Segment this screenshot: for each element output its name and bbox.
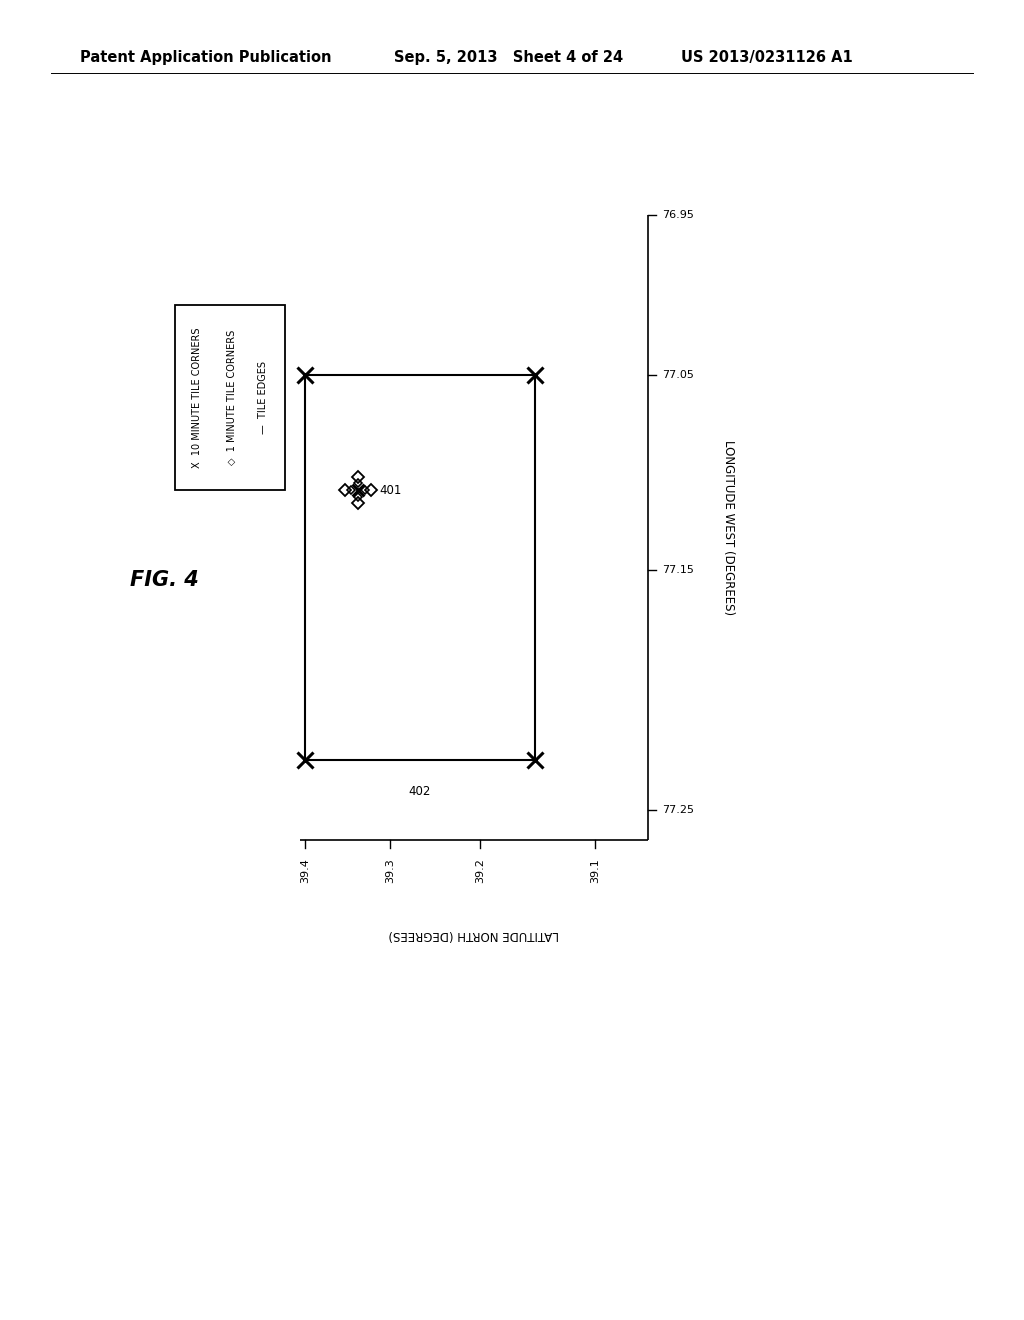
Text: 402: 402 (409, 785, 431, 799)
Text: FIG. 4: FIG. 4 (130, 570, 199, 590)
Text: 401: 401 (379, 483, 401, 496)
Text: 77.15: 77.15 (662, 565, 694, 576)
Bar (175, 305, 285, 490)
Text: 39.2: 39.2 (475, 858, 485, 883)
Text: 77.05: 77.05 (662, 370, 694, 380)
Text: ◇  1 MINUTE TILE CORNERS: ◇ 1 MINUTE TILE CORNERS (227, 330, 237, 465)
Text: 77.25: 77.25 (662, 805, 694, 814)
Text: LONGITUDE WEST (DEGREES): LONGITUDE WEST (DEGREES) (722, 440, 734, 615)
Text: 76.95: 76.95 (662, 210, 694, 220)
Text: Sep. 5, 2013   Sheet 4 of 24: Sep. 5, 2013 Sheet 4 of 24 (394, 50, 624, 65)
Text: US 2013/0231126 A1: US 2013/0231126 A1 (681, 50, 853, 65)
Text: —  TILE EDGES: — TILE EDGES (258, 360, 268, 434)
Text: 39.4: 39.4 (300, 858, 310, 883)
Text: X  10 MINUTE TILE CORNERS: X 10 MINUTE TILE CORNERS (193, 327, 202, 467)
Text: 39.3: 39.3 (385, 858, 395, 883)
Text: Patent Application Publication: Patent Application Publication (80, 50, 332, 65)
Text: 39.1: 39.1 (590, 858, 600, 883)
Text: LATITUDE NORTH (DEGREES): LATITUDE NORTH (DEGREES) (389, 928, 559, 941)
